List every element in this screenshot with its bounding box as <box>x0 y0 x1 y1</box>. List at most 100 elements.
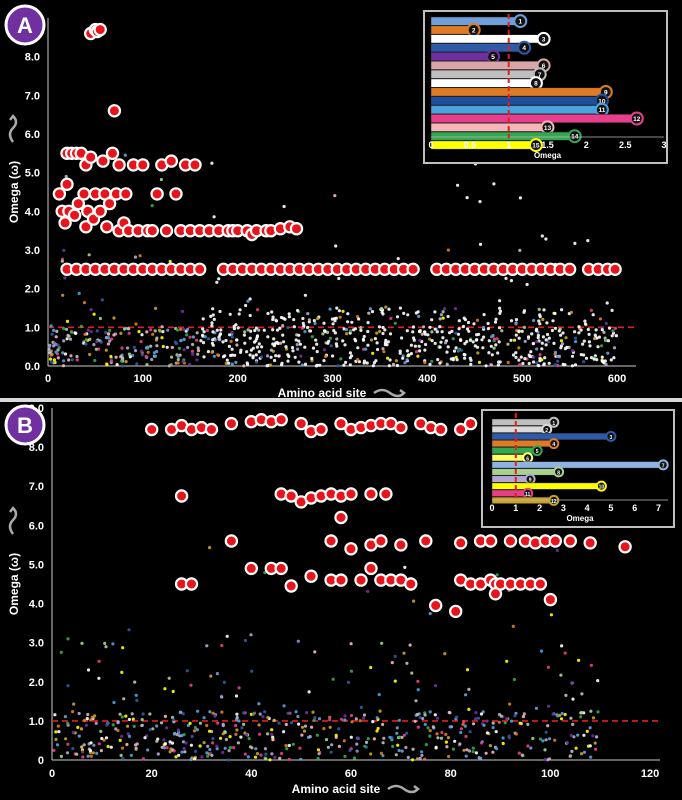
background-point <box>298 342 302 346</box>
background-point <box>375 729 379 733</box>
y-tick-label: 2.0 <box>25 284 40 296</box>
background-point <box>184 741 188 745</box>
background-point <box>212 317 216 321</box>
background-point <box>264 757 268 761</box>
background-point <box>279 341 283 345</box>
highlight-point <box>543 592 558 607</box>
background-point <box>176 361 180 365</box>
background-point <box>126 327 130 331</box>
background-point <box>498 309 503 313</box>
background-point <box>359 326 363 330</box>
background-point <box>448 331 452 335</box>
background-point <box>381 331 385 336</box>
background-point <box>235 343 239 347</box>
background-point <box>243 638 247 643</box>
background-point <box>436 358 440 362</box>
background-point <box>236 741 240 745</box>
background-point <box>356 358 360 362</box>
background-point <box>561 331 565 335</box>
background-point <box>490 353 494 357</box>
background-point <box>366 737 370 741</box>
background-point <box>411 330 415 334</box>
background-point <box>418 329 422 333</box>
background-point <box>235 728 239 732</box>
background-point <box>353 327 357 331</box>
y-tick-label: 1.0 <box>29 716 44 728</box>
background-point <box>535 340 539 344</box>
background-point <box>249 348 253 352</box>
x-tick-label: 400 <box>418 373 436 385</box>
background-point <box>349 713 354 718</box>
inset-x-tick-label: 1 <box>506 140 511 150</box>
inset-bar-id: 11 <box>525 492 531 498</box>
background-point <box>290 346 295 350</box>
background-point <box>313 716 317 720</box>
background-point <box>512 677 517 682</box>
background-point <box>412 599 416 603</box>
background-point <box>82 718 87 723</box>
background-point <box>106 336 110 340</box>
background-point <box>306 312 310 316</box>
y-tick-label: 7.0 <box>29 481 44 493</box>
background-point <box>349 669 354 673</box>
background-point <box>255 752 260 756</box>
highlight-point <box>289 221 304 236</box>
highlight-point <box>314 422 328 437</box>
background-point <box>371 364 375 368</box>
background-point <box>235 338 239 342</box>
background-point <box>212 354 216 358</box>
background-point <box>334 244 338 248</box>
background-point <box>188 362 192 367</box>
background-point <box>514 333 518 337</box>
background-point <box>557 354 561 358</box>
background-point <box>283 317 287 321</box>
background-point <box>409 352 413 356</box>
background-point <box>100 736 104 741</box>
inset-bar-marker <box>553 466 565 478</box>
background-point <box>455 358 459 362</box>
background-point <box>140 718 144 722</box>
background-point <box>365 361 369 365</box>
highlight-point <box>100 220 114 234</box>
background-point <box>518 196 523 200</box>
background-point <box>201 341 206 345</box>
inset-bar <box>430 69 540 79</box>
inset-x-tick-label: 5 <box>608 503 613 513</box>
background-point <box>144 354 148 359</box>
background-point <box>230 353 234 357</box>
background-point <box>452 349 457 353</box>
y-tick-label: 4.0 <box>29 599 44 611</box>
background-point <box>303 362 308 366</box>
background-point <box>198 721 202 725</box>
background-point <box>52 344 56 348</box>
background-point <box>225 358 229 362</box>
background-point <box>476 716 480 720</box>
highlight-point <box>419 534 433 548</box>
background-point <box>99 340 103 344</box>
background-point <box>588 744 592 748</box>
inset-bar-id: 8 <box>534 81 538 88</box>
background-point <box>298 746 302 750</box>
background-point <box>388 735 392 739</box>
background-point <box>596 710 600 714</box>
inset-bar-id: 5 <box>491 54 495 61</box>
background-point <box>234 323 238 327</box>
background-point <box>366 329 370 334</box>
background-point <box>175 733 179 737</box>
background-point <box>310 356 314 361</box>
background-point <box>560 308 564 312</box>
inset-bar-marker <box>517 40 532 55</box>
background-point <box>54 737 58 742</box>
background-point <box>586 239 590 243</box>
highlight-point <box>224 534 239 548</box>
background-point <box>557 329 561 333</box>
background-point <box>349 642 353 646</box>
background-point <box>430 330 434 334</box>
background-point <box>61 293 65 297</box>
background-point <box>463 724 467 728</box>
background-point <box>208 710 212 714</box>
background-point <box>352 756 357 760</box>
background-point <box>191 352 195 356</box>
